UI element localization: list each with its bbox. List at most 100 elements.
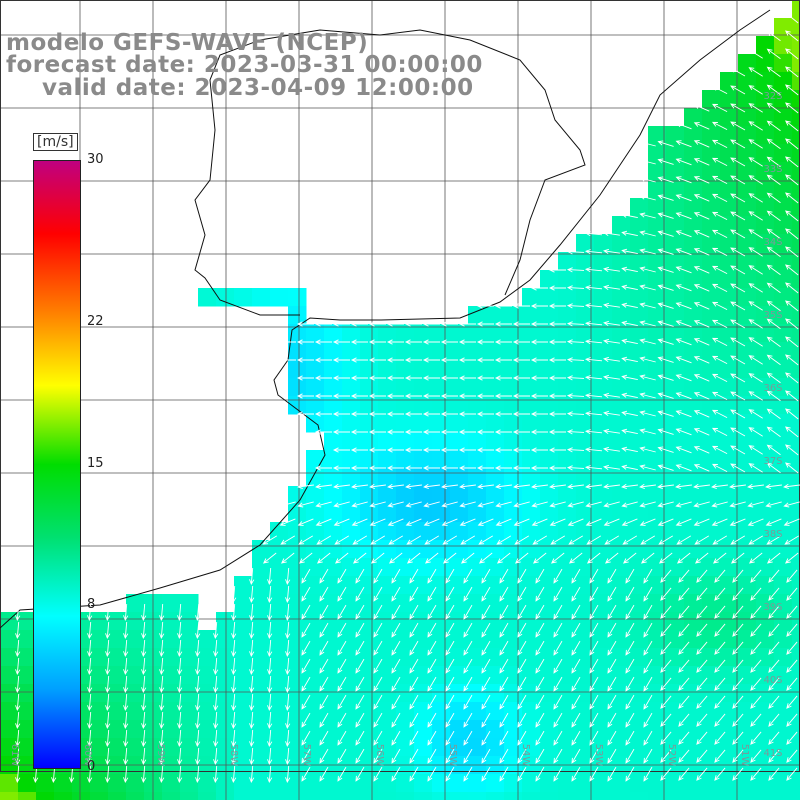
wind-cell <box>414 468 433 487</box>
wind-arrow <box>621 483 638 490</box>
wind-arrow <box>314 393 332 399</box>
wind-cell <box>378 486 397 505</box>
wind-arrow <box>729 518 746 526</box>
wind-arrow <box>730 85 746 95</box>
wind-cell <box>522 792 541 800</box>
wind-cell <box>720 162 739 181</box>
wind-arrow <box>748 103 763 113</box>
wind-arrow <box>105 639 111 658</box>
wind-cell <box>540 684 559 703</box>
lat-label: 39S <box>763 602 782 613</box>
wind-cell <box>54 792 73 800</box>
wind-cell <box>738 468 757 487</box>
wind-cell <box>414 774 433 793</box>
wind-cell <box>612 666 631 685</box>
wind-arrow <box>351 501 368 508</box>
colorbar-tick-label: 22 <box>87 313 104 329</box>
wind-cell <box>612 324 631 343</box>
wind-arrow <box>696 605 708 619</box>
wind-cell <box>648 378 667 397</box>
wind-arrow <box>584 231 603 237</box>
wind-arrow <box>335 552 349 564</box>
wind-arrow <box>693 104 710 112</box>
wind-arrow <box>639 140 656 147</box>
wind-arrow <box>337 676 347 692</box>
wind-cell <box>504 522 523 541</box>
wind-cell <box>630 216 649 235</box>
wind-arrow <box>499 766 509 782</box>
wind-cell <box>612 234 631 253</box>
wind-arrow <box>660 569 672 583</box>
wind-cell <box>558 360 577 379</box>
wind-arrow <box>714 767 726 781</box>
wind-arrow <box>373 676 383 692</box>
wind-arrow <box>548 285 566 291</box>
wind-cell <box>648 324 667 343</box>
wind-arrow <box>641 552 655 564</box>
wind-cell <box>792 378 800 397</box>
wind-arrow <box>639 158 656 165</box>
wind-arrow <box>747 483 764 490</box>
wind-cell <box>720 468 739 487</box>
wind-arrow <box>748 211 763 221</box>
wind-arrow <box>355 748 365 764</box>
wind-cell <box>468 450 487 469</box>
wind-arrow <box>409 568 419 584</box>
wind-cell <box>684 270 703 289</box>
wind-cell <box>630 630 649 649</box>
wind-arrow <box>499 748 509 764</box>
wind-arrow <box>177 765 183 784</box>
wind-arrow <box>427 694 437 710</box>
wind-cell <box>522 612 541 631</box>
wind-arrow <box>584 267 603 273</box>
lon-label: 60W <box>82 744 93 767</box>
wind-cell <box>432 342 451 361</box>
wind-cell <box>234 576 253 595</box>
wind-cell <box>666 306 685 325</box>
wind-arrow <box>263 552 277 564</box>
wind-arrow <box>584 465 603 471</box>
wind-arrow <box>639 248 656 255</box>
wind-arrow <box>427 676 437 692</box>
wind-cell <box>486 414 505 433</box>
wind-cell <box>108 738 127 757</box>
wind-arrow <box>177 639 183 658</box>
colorbar <box>33 160 81 769</box>
wind-arrow <box>476 321 494 327</box>
wind-cell <box>414 612 433 631</box>
wind-cell <box>396 630 415 649</box>
wind-cell <box>612 522 631 541</box>
wind-cell <box>18 666 37 685</box>
wind-arrow <box>423 483 440 490</box>
wind-arrow <box>643 676 653 692</box>
wind-arrow <box>553 676 563 692</box>
wind-cell <box>252 774 271 793</box>
wind-arrow <box>319 658 329 674</box>
wind-cell <box>630 576 649 595</box>
wind-cell <box>486 576 505 595</box>
wind-arrow <box>459 518 476 526</box>
wind-cell <box>342 450 361 469</box>
wind-cell <box>342 666 361 685</box>
wind-cell <box>666 468 685 487</box>
wind-arrow <box>350 393 368 399</box>
wind-cell <box>306 684 325 703</box>
wind-cell <box>792 252 800 271</box>
wind-cell <box>468 720 487 739</box>
wind-cell <box>792 54 800 73</box>
wind-arrow <box>159 693 165 712</box>
wind-arrow <box>355 694 365 710</box>
wind-cell <box>684 324 703 343</box>
wind-arrow <box>732 569 744 583</box>
wind-cell <box>450 486 469 505</box>
wind-arrow <box>499 586 509 602</box>
wind-arrow <box>785 174 799 186</box>
wind-cell <box>594 702 613 721</box>
wind-arrow <box>409 712 419 728</box>
wind-arrow <box>553 622 563 638</box>
wind-cell <box>576 558 595 577</box>
wind-cell <box>180 702 199 721</box>
wind-cell <box>504 702 523 721</box>
wind-arrow <box>530 375 548 381</box>
wind-cell <box>432 378 451 397</box>
